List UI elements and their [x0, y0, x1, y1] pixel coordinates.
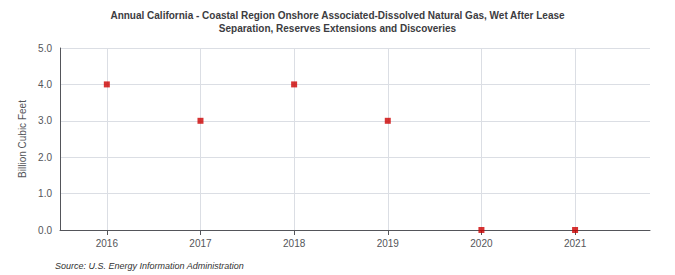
svg-text:2.0: 2.0: [38, 152, 52, 163]
svg-text:Separation, Reserves Extension: Separation, Reserves Extensions and Disc…: [219, 23, 457, 34]
svg-text:Billion Cubic Feet: Billion Cubic Feet: [17, 100, 28, 178]
svg-text:2019: 2019: [377, 238, 400, 249]
svg-text:2020: 2020: [470, 238, 493, 249]
svg-text:1.0: 1.0: [38, 188, 52, 199]
svg-text:3.0: 3.0: [38, 115, 52, 126]
svg-text:2017: 2017: [189, 238, 212, 249]
svg-text:Annual California - Coastal Re: Annual California - Coastal Region Onsho…: [110, 10, 565, 21]
svg-text:2018: 2018: [283, 238, 306, 249]
svg-text:2016: 2016: [96, 238, 119, 249]
svg-text:0.0: 0.0: [38, 225, 52, 236]
svg-text:4.0: 4.0: [38, 79, 52, 90]
svg-text:Source: U.S. Energy Informatio: Source: U.S. Energy Information Administ…: [55, 261, 244, 271]
svg-text:5.0: 5.0: [38, 43, 52, 54]
svg-text:2021: 2021: [564, 238, 587, 249]
